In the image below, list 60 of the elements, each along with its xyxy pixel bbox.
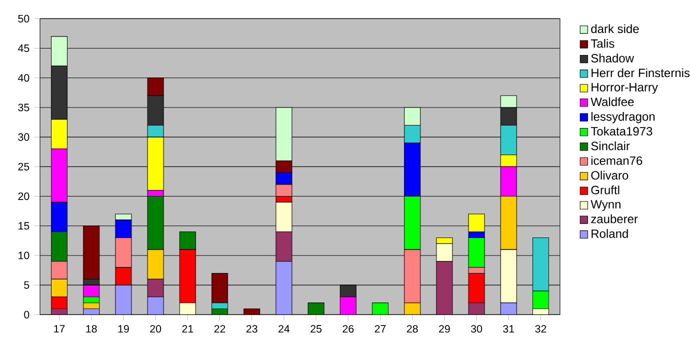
x-tick-label: 28: [406, 325, 418, 333]
x-tick-label: 19: [118, 325, 129, 333]
x-tick-label: 26: [342, 325, 354, 333]
x-tick-label: 23: [246, 325, 258, 333]
bar: [468, 302, 485, 315]
bar: [276, 202, 292, 232]
legend-label: Waldfee: [590, 97, 634, 106]
legend-label: Tokata1973: [590, 126, 652, 136]
legend-label: zauberer: [591, 214, 638, 224]
legend-label: dark side: [591, 24, 639, 34]
bar: [372, 302, 389, 315]
bar: [244, 308, 260, 315]
legend-label: iceman76: [591, 156, 642, 165]
x-tick-label: 22: [214, 325, 226, 333]
y-tick-label: 10: [18, 252, 30, 260]
y-tick-label: 30: [18, 133, 30, 141]
legend-label: Roland: [592, 229, 628, 238]
x-tick-label: 30: [471, 325, 482, 333]
x-tick-label: 25: [310, 325, 322, 333]
bar: [83, 226, 100, 280]
y-tick-label: 20: [18, 192, 30, 200]
bar: [532, 308, 550, 315]
legend-label: Olivaro: [591, 170, 628, 180]
bar: [147, 278, 164, 298]
bar: [276, 232, 292, 262]
bar: [51, 308, 68, 315]
bar: [180, 302, 196, 315]
x-tick-label: 27: [374, 325, 386, 333]
legend-label: Sinclair: [591, 141, 630, 150]
legend-label: Herr der Finsternis: [592, 68, 690, 78]
y-tick-label: 15: [18, 222, 30, 230]
bar: [147, 78, 164, 96]
legend-label: Horror-Harry: [592, 83, 658, 94]
x-tick-label: 31: [503, 325, 514, 333]
x-tick-label: 32: [535, 325, 546, 333]
x-tick-label: 21: [182, 325, 194, 333]
bar: [436, 237, 453, 244]
bar: [436, 243, 453, 262]
bar: [436, 261, 453, 315]
y-tick-label: 25: [18, 162, 30, 170]
y-tick-label: 5: [24, 281, 30, 289]
x-tick-label: 20: [150, 325, 162, 333]
bar: [500, 249, 517, 304]
legend-label: Shadow: [591, 54, 634, 62]
legend-label: Wynn: [590, 200, 620, 211]
bar: [211, 272, 228, 304]
x-tick-label: 18: [86, 325, 97, 333]
x-tick-label: 17: [54, 325, 65, 332]
x-tick-label: 29: [439, 325, 450, 333]
x-tick-label: 24: [278, 325, 290, 333]
y-tick-label: 45: [18, 44, 30, 52]
y-tick-label: 0: [24, 310, 30, 318]
legend-label: Talis: [590, 38, 614, 48]
y-tick-label: 35: [18, 104, 30, 112]
y-tick-label: 40: [18, 74, 30, 82]
legend-label: Gruftl: [591, 185, 620, 194]
legend-label: lessydragon: [591, 112, 655, 124]
y-tick-label: 50: [18, 14, 30, 22]
bar: [308, 302, 324, 315]
bar: [276, 160, 292, 173]
